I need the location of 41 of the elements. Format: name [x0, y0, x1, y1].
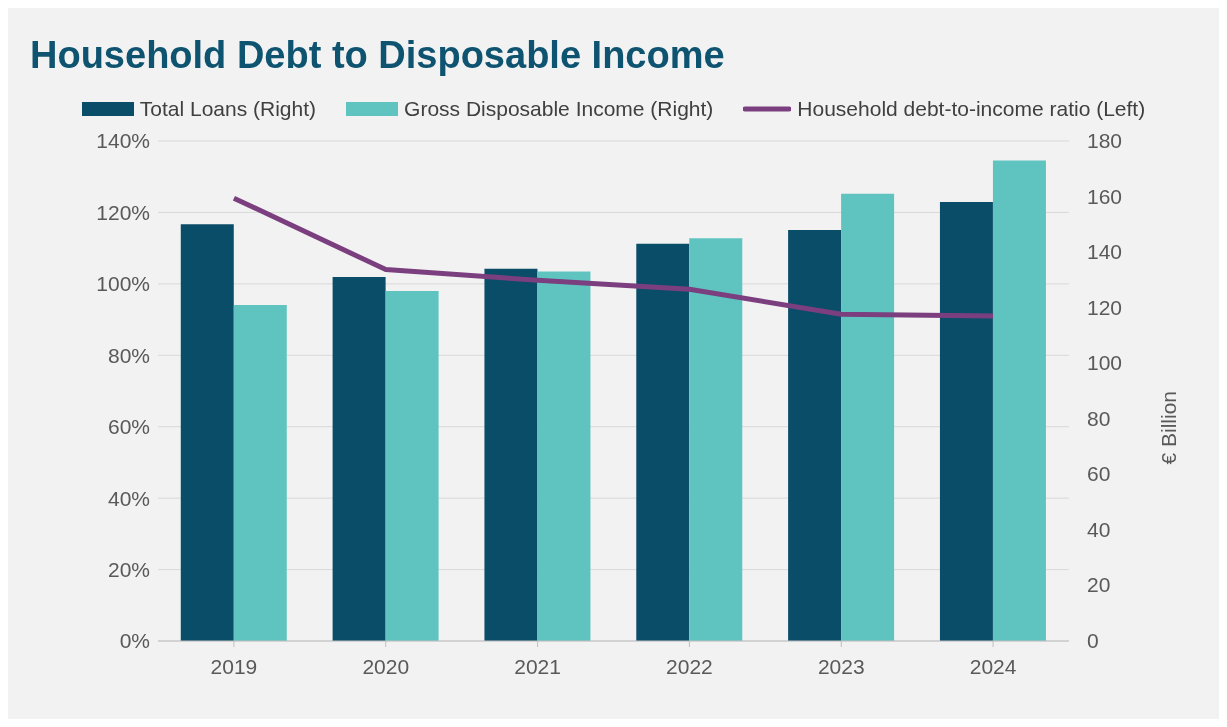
y2-tick-label: 40 [1087, 517, 1111, 541]
legend-label: Total Loans (Right) [139, 97, 317, 121]
bar [788, 229, 842, 641]
y2-tick-label: 180 [1087, 129, 1123, 152]
y-tick-label: 60% [107, 415, 150, 439]
x-tick-label: 2021 [514, 654, 561, 678]
bar [689, 238, 743, 641]
x-tick-label: 2022 [666, 654, 713, 678]
y2-tick-label: 120 [1087, 295, 1123, 319]
y-tick-label: 80% [107, 343, 150, 367]
y2-tick-label: 0 [1087, 629, 1099, 652]
x-tick-label: 2020 [362, 654, 410, 678]
y2-tick-label: 80 [1087, 406, 1111, 430]
chart-title: Household Debt to Disposable Income [29, 33, 726, 77]
bar [841, 193, 895, 641]
y-tick-label: 20% [107, 558, 150, 582]
y-tick-label: 0% [119, 629, 150, 653]
y2-tick-label: 60 [1087, 462, 1111, 486]
legend-label: Gross Disposable Income (Right) [404, 97, 714, 121]
y2-axis-title: € Billion [1157, 391, 1181, 465]
bar [180, 224, 234, 641]
x-tick-label: 2023 [817, 654, 865, 678]
y2-tick-label: 140 [1087, 240, 1123, 264]
y-tick-label: 140% [96, 129, 150, 153]
bar [233, 304, 287, 641]
x-tick-label: 2019 [210, 654, 258, 678]
y-tick-label: 120% [96, 200, 150, 224]
bar [992, 160, 1046, 641]
bar [636, 243, 690, 641]
y2-tick-label: 160 [1087, 184, 1123, 208]
x-tick-label: 2024 [969, 654, 1017, 678]
y-tick-label: 40% [107, 486, 150, 510]
y2-tick-label: 100 [1087, 351, 1123, 375]
bar [537, 271, 591, 641]
bar [385, 291, 439, 641]
bar [484, 268, 538, 641]
y2-tick-label: 20 [1087, 573, 1111, 597]
bar [939, 202, 993, 641]
y-tick-label: 100% [96, 272, 150, 296]
legend-label: Household debt-to-income ratio (Left) [797, 97, 1146, 121]
bar [332, 277, 386, 641]
